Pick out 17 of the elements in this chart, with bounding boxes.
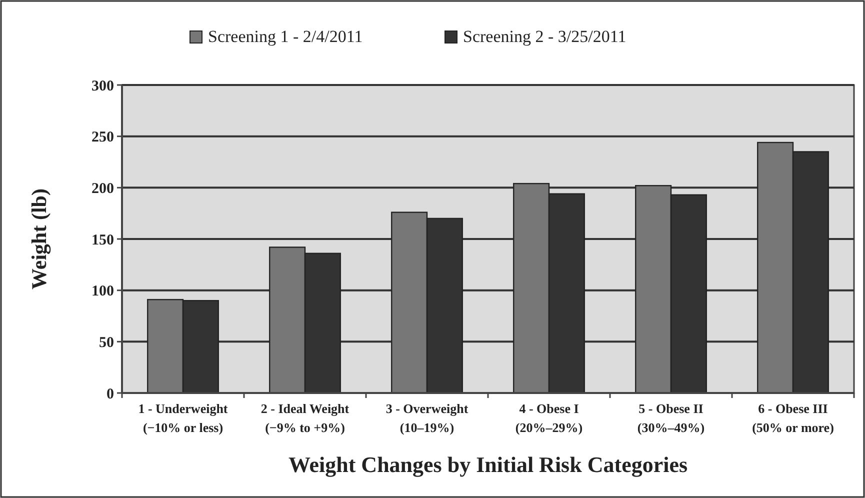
x-tick-label: 2 - Ideal Weight (−9% to +9%) xyxy=(260,401,350,435)
y-axis-title: Weight (lb) xyxy=(27,188,51,290)
x-tick-label: 5 - Obese II (30%–49%) xyxy=(637,401,705,435)
x-tick-label: 6 - Obese III (50% or more) xyxy=(752,401,834,435)
legend-label: Screening 1 - 2/4/2011 xyxy=(208,27,363,46)
y-tick-label: 50 xyxy=(99,334,114,351)
x-tick-label: 3 - Overweight (10–19%) xyxy=(386,401,469,435)
y-tick-label: 100 xyxy=(92,284,114,300)
y-tick-label: 150 xyxy=(92,232,114,248)
legend-label: Screening 2 - 3/25/2011 xyxy=(463,27,626,46)
x-tick-label: 1 - Underweight (−10% or less) xyxy=(138,401,228,435)
y-tick-label: 200 xyxy=(92,180,114,197)
y-tick-label: 0 xyxy=(106,386,114,402)
x-tick-label: 4 - Obese I (20%–29%) xyxy=(515,401,583,435)
x-axis-title: Weight Changes by Initial Risk Categories xyxy=(288,452,688,477)
y-tick-label: 250 xyxy=(92,130,114,146)
y-tick-label: 300 xyxy=(92,78,114,94)
